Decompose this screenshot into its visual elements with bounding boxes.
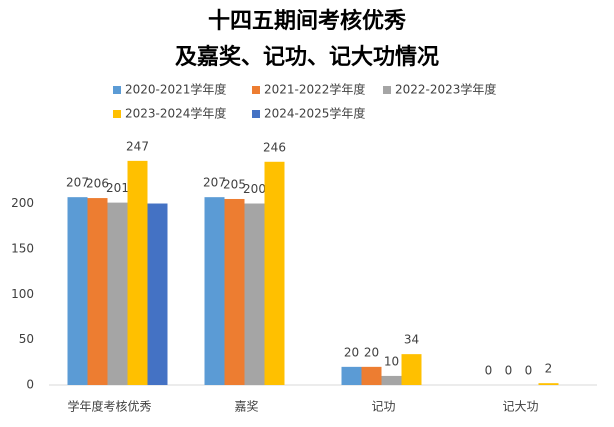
value-label: 20 <box>344 345 359 359</box>
legend-swatch <box>252 110 260 118</box>
y-tick-label: 50 <box>19 332 34 346</box>
legend-label: 2021-2022学年度 <box>264 82 365 97</box>
y-tick-label: 150 <box>11 241 34 255</box>
value-label: 247 <box>126 139 149 153</box>
value-label: 246 <box>263 140 286 154</box>
legend-label: 2024-2025学年度 <box>264 106 365 121</box>
bar <box>224 198 245 385</box>
value-label: 20 <box>364 345 379 359</box>
value-label: 0 <box>525 364 533 378</box>
value-label: 10 <box>384 354 399 368</box>
bar <box>147 203 168 385</box>
bar <box>341 366 362 385</box>
bar <box>127 160 148 385</box>
legend-swatch <box>383 86 391 94</box>
bar <box>204 197 225 385</box>
bar <box>87 198 108 385</box>
value-label: 205 <box>223 177 246 191</box>
bar <box>107 202 128 385</box>
value-label: 0 <box>485 364 493 378</box>
value-label: 207 <box>203 176 226 190</box>
bar <box>381 375 402 385</box>
x-tick-label: 学年度考核优秀 <box>67 399 151 414</box>
bar <box>538 383 559 385</box>
value-label: 0 <box>505 364 513 378</box>
bar <box>361 366 382 385</box>
legend-swatch <box>113 110 121 118</box>
value-label: 207 <box>66 176 89 190</box>
x-tick-label: 记大功 <box>502 400 538 414</box>
value-label: 200 <box>243 182 266 196</box>
y-tick-label: 100 <box>11 287 34 301</box>
legend-swatch <box>252 86 260 94</box>
x-tick-label: 记功 <box>371 400 395 414</box>
legend-swatch <box>113 86 121 94</box>
legend-label: 2023-2024学年度 <box>125 106 226 121</box>
value-label: 2 <box>545 362 553 376</box>
chart-title: 及嘉奖、记功、记大功情况 <box>175 44 439 70</box>
bar <box>244 203 265 385</box>
legend-label: 2020-2021学年度 <box>125 82 226 97</box>
bar <box>264 161 285 385</box>
x-tick-label: 嘉奖 <box>234 400 258 414</box>
bar <box>67 197 88 385</box>
legend-label: 2022-2023学年度 <box>395 82 496 97</box>
y-tick-label: 200 <box>11 196 34 210</box>
bar <box>401 354 422 385</box>
y-tick-label: 0 <box>26 378 34 392</box>
value-label: 206 <box>86 177 109 191</box>
chart-title: 十四五期间考核优秀 <box>208 8 406 34</box>
value-label: 201 <box>106 181 129 195</box>
value-label: 34 <box>404 333 419 347</box>
